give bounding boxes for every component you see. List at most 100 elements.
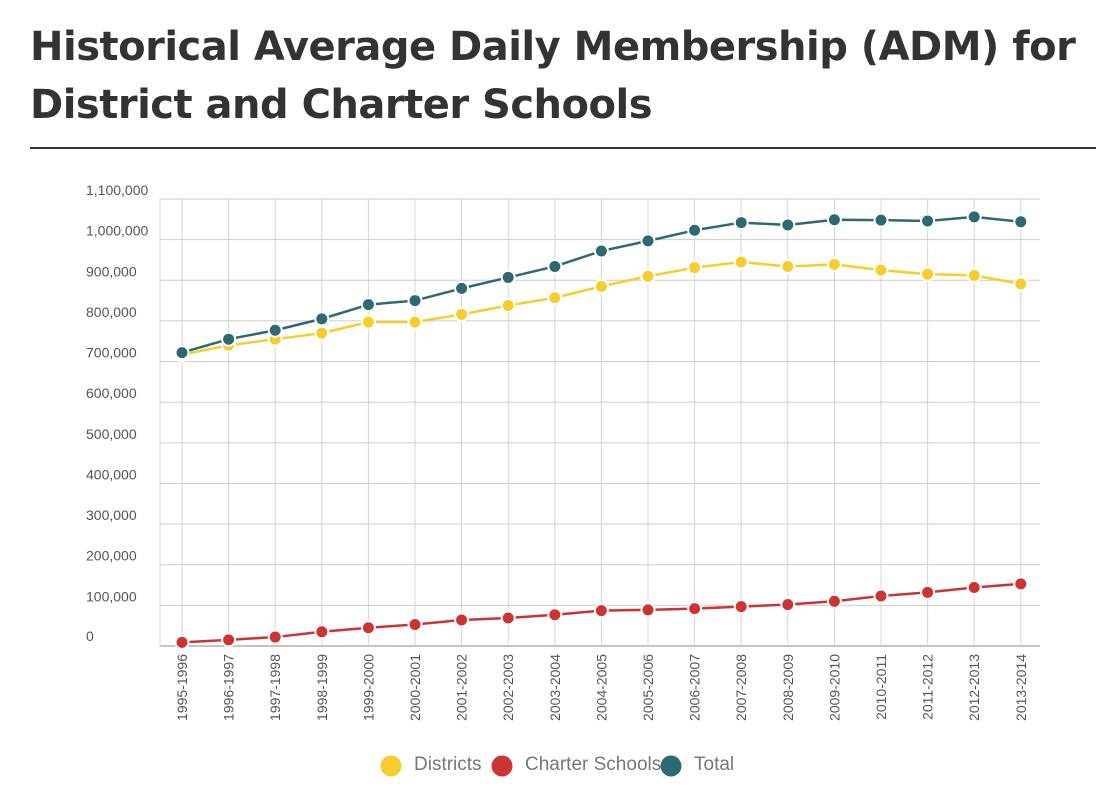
x-tick-label: 1999-2000 (360, 654, 376, 721)
x-axis: 1995-1996 1996-1997 1997-1998 1998-1999 1999… (174, 654, 1029, 721)
data-point-districts[interactable] (454, 306, 470, 322)
data-point-total[interactable] (407, 293, 423, 309)
legend-label-districts: Districts (414, 754, 482, 775)
data-point-districts[interactable] (593, 278, 609, 294)
data-point-districts[interactable] (873, 262, 889, 278)
data-point-charter-schools[interactable] (547, 607, 563, 623)
data-point-total[interactable] (920, 213, 936, 229)
legend-marker-charter-schools (491, 755, 513, 777)
x-tick-label: 2003-2004 (547, 654, 563, 721)
data-point-total[interactable] (966, 209, 982, 225)
y-tick-label: 300,000 (86, 507, 137, 523)
chart-grid (159, 198, 1040, 647)
data-point-districts[interactable] (733, 254, 749, 270)
data-point-total[interactable] (826, 212, 842, 228)
data-point-total[interactable] (780, 217, 796, 233)
y-tick-label: 100,000 (86, 588, 137, 604)
y-tick-label: 1,000,000 (86, 223, 148, 239)
data-point-charter-schools[interactable] (1013, 576, 1029, 592)
x-tick-label: 1995-1996 (174, 654, 190, 721)
data-point-charter-schools[interactable] (593, 603, 609, 619)
series-districts (174, 254, 1029, 363)
data-point-charter-schools[interactable] (454, 612, 470, 628)
legend-item-charter-schools[interactable]: Charter Schools (491, 754, 662, 777)
data-point-total[interactable] (174, 345, 190, 361)
data-point-districts[interactable] (1013, 276, 1029, 292)
chart-title: Historical Average Daily Membership (ADM… (30, 24, 1076, 128)
data-point-charter-schools[interactable] (687, 601, 703, 617)
legend-item-districts[interactable]: Districts (380, 754, 482, 777)
data-point-districts[interactable] (640, 268, 656, 284)
data-point-total[interactable] (314, 311, 330, 327)
data-point-charter-schools[interactable] (174, 634, 190, 650)
data-point-charter-schools[interactable] (780, 597, 796, 613)
data-point-charter-schools[interactable] (640, 602, 656, 618)
data-point-charter-schools[interactable] (314, 624, 330, 640)
chart-series (174, 209, 1029, 650)
series-total (174, 209, 1029, 361)
x-tick-label: 2013-2014 (1013, 654, 1029, 721)
y-tick-label: 900,000 (86, 263, 137, 279)
legend-label-total: Total (694, 754, 734, 775)
x-tick-label: 2000-2001 (407, 654, 423, 721)
data-point-total[interactable] (640, 233, 656, 249)
data-point-districts[interactable] (500, 297, 516, 313)
data-point-total[interactable] (547, 258, 563, 274)
data-point-total[interactable] (500, 269, 516, 285)
data-point-charter-schools[interactable] (966, 579, 982, 595)
y-tick-label: 200,000 (86, 548, 137, 564)
x-tick-label: 2012-2013 (966, 654, 982, 721)
legend-marker-total (660, 755, 682, 777)
x-tick-label: 2007-2008 (733, 654, 749, 721)
chart-legend[interactable]: Districts Charter Schools Total (380, 754, 735, 777)
x-tick-label: 2002-2003 (500, 654, 516, 721)
data-point-districts[interactable] (314, 325, 330, 341)
data-point-total[interactable] (454, 280, 470, 296)
x-tick-label: 2009-2010 (826, 654, 842, 721)
x-tick-label: 1997-1998 (267, 654, 283, 721)
data-point-charter-schools[interactable] (500, 610, 516, 626)
y-tick-label: 600,000 (86, 385, 137, 401)
data-point-charter-schools[interactable] (407, 616, 423, 632)
data-point-charter-schools[interactable] (360, 620, 376, 636)
data-point-charter-schools[interactable] (826, 593, 842, 609)
data-point-districts[interactable] (826, 256, 842, 272)
data-point-charter-schools[interactable] (733, 599, 749, 615)
data-point-total[interactable] (733, 215, 749, 231)
data-point-total[interactable] (593, 243, 609, 259)
y-tick-label: 800,000 (86, 304, 137, 320)
title-divider (30, 147, 1096, 149)
y-axis: 0 100,000 200,000 300,000 400,000 500,000 600,… (86, 182, 148, 644)
legend-marker-districts (380, 755, 402, 777)
legend-item-total[interactable]: Total (660, 754, 735, 777)
data-point-total[interactable] (267, 322, 283, 338)
data-point-districts[interactable] (407, 314, 423, 330)
data-point-total[interactable] (687, 222, 703, 238)
data-point-charter-schools[interactable] (920, 584, 936, 600)
data-point-districts[interactable] (547, 290, 563, 306)
x-tick-label: 2005-2006 (640, 654, 656, 721)
data-point-districts[interactable] (780, 258, 796, 274)
y-tick-label: 700,000 (86, 345, 137, 361)
y-tick-label: 500,000 (86, 426, 137, 442)
data-point-districts[interactable] (966, 267, 982, 283)
x-tick-label: 1996-1997 (221, 654, 237, 721)
data-point-total[interactable] (221, 331, 237, 347)
data-point-charter-schools[interactable] (873, 588, 889, 604)
x-tick-label: 2010-2011 (873, 654, 889, 720)
y-tick-label: 1,100,000 (86, 182, 148, 198)
data-point-total[interactable] (1013, 214, 1029, 230)
y-tick-label: 400,000 (86, 466, 137, 482)
series-charter-schools (174, 576, 1029, 650)
data-point-districts[interactable] (920, 266, 936, 282)
data-point-total[interactable] (873, 212, 889, 228)
data-point-districts[interactable] (360, 314, 376, 330)
data-point-charter-schools[interactable] (221, 632, 237, 648)
y-tick-label: 0 (86, 628, 94, 644)
x-tick-label: 2001-2002 (454, 654, 470, 721)
data-point-total[interactable] (360, 297, 376, 313)
data-point-districts[interactable] (687, 260, 703, 276)
data-point-charter-schools[interactable] (267, 629, 283, 645)
x-tick-label: 2008-2009 (780, 654, 796, 721)
